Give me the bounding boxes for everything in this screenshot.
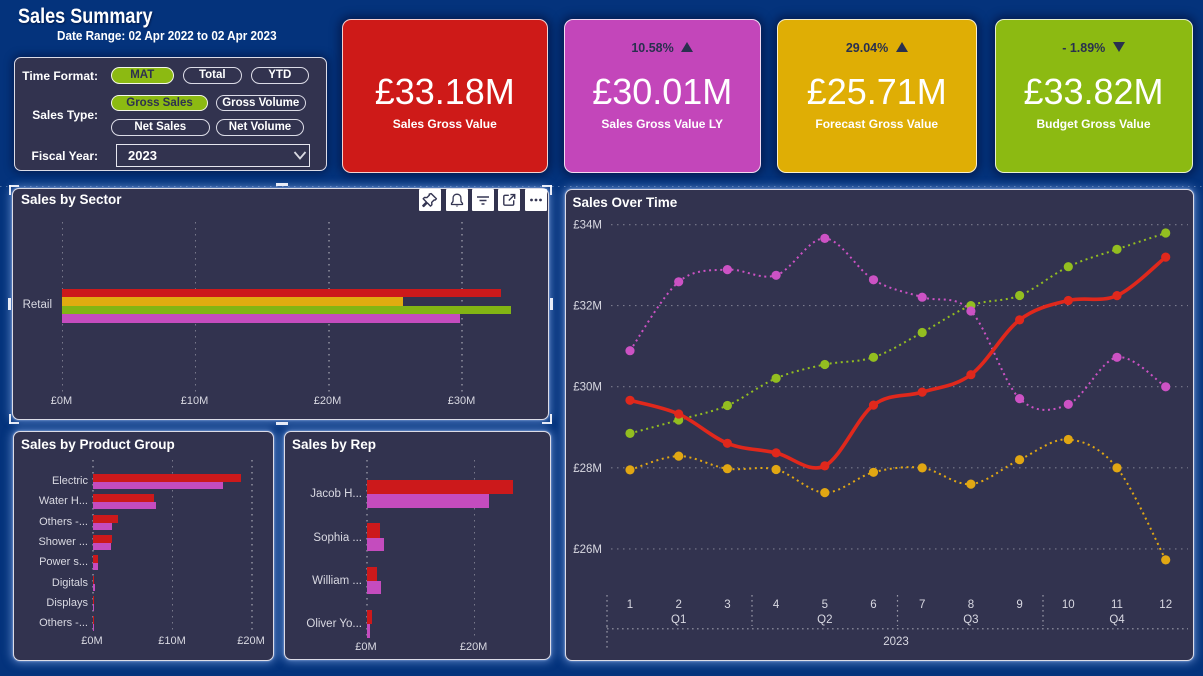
svg-text:6: 6 xyxy=(870,599,876,611)
svg-text:2023: 2023 xyxy=(883,636,909,648)
svg-text:5: 5 xyxy=(822,599,828,611)
svg-text:3: 3 xyxy=(724,599,730,611)
svg-text:12: 12 xyxy=(1159,599,1172,611)
svg-text:9: 9 xyxy=(1016,599,1022,611)
svg-text:8: 8 xyxy=(968,599,974,611)
svg-text:1: 1 xyxy=(627,599,633,611)
svg-text:Q1: Q1 xyxy=(671,614,686,626)
svg-text:4: 4 xyxy=(773,599,780,611)
svg-text:Q2: Q2 xyxy=(817,614,832,626)
svg-text:£32M: £32M xyxy=(573,300,602,312)
svg-text:7: 7 xyxy=(919,599,925,611)
svg-text:£34M: £34M xyxy=(573,219,602,231)
svg-text:£30M: £30M xyxy=(573,381,602,393)
svg-text:£26M: £26M xyxy=(573,544,602,556)
svg-text:11: 11 xyxy=(1111,599,1123,611)
svg-text:£28M: £28M xyxy=(573,462,602,474)
svg-text:Q4: Q4 xyxy=(1109,614,1125,626)
svg-text:Q3: Q3 xyxy=(963,614,978,626)
svg-text:2: 2 xyxy=(675,599,681,611)
svg-text:10: 10 xyxy=(1062,599,1075,611)
